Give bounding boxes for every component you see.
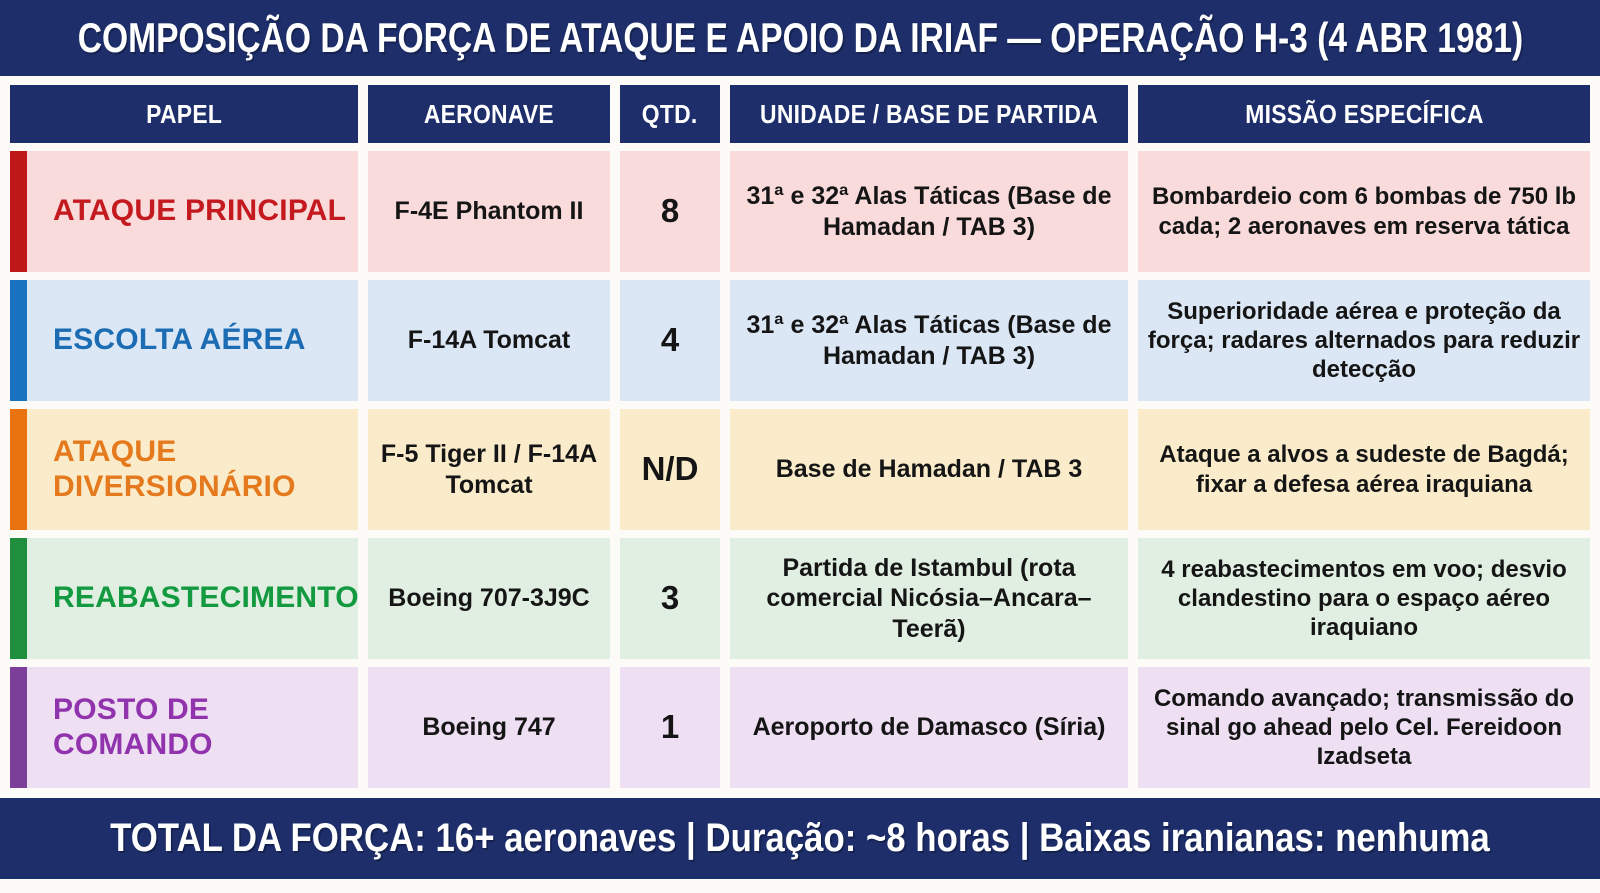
title-bar: COMPOSIÇÃO DA FORÇA DE ATAQUE E APOIO DA…: [0, 0, 1600, 76]
totals-bar: TOTAL DA FORÇA: 16+ aeronaves | Duração:…: [0, 798, 1600, 879]
row-escolta-aerea-qtd: 4: [620, 280, 720, 401]
page-title: COMPOSIÇÃO DA FORÇA DE ATAQUE E APOIO DA…: [77, 14, 1523, 61]
row-ataque-diversionario-unidade: Base de Hamadan / TAB 3: [730, 409, 1128, 530]
row-ataque-principal-missao: Bombardeio com 6 bombas de 750 lb cada; …: [1138, 151, 1590, 272]
row-reabastecimento-qtd: 3: [620, 538, 720, 659]
row-ataque-principal-aeronave: F-4E Phantom II: [368, 151, 610, 272]
column-header-qtd: QTD.: [620, 85, 720, 143]
row-posto-de-comando-papel: POSTO DE COMANDO: [10, 667, 358, 788]
row-reabastecimento-aeronave: Boeing 707-3J9C: [368, 538, 610, 659]
column-header-unidade: UNIDADE / BASE DE PARTIDA: [730, 85, 1128, 143]
row-reabastecimento-unidade: Partida de Istambul (rota comercial Nicó…: [730, 538, 1128, 659]
row-ataque-diversionario-papel: ATAQUE DIVERSIONÁRIO: [10, 409, 358, 530]
row-escolta-aerea-unidade: 31ª e 32ª Alas Táticas (Base de Hamadan …: [730, 280, 1128, 401]
row-reabastecimento-papel: REABASTECIMENTO: [10, 538, 359, 659]
column-header-missao: MISSÃO ESPECÍFICA: [1138, 85, 1590, 143]
row-ataque-principal-papel: ATAQUE PRINCIPAL: [10, 151, 358, 272]
column-header-aeronave: AERONAVE: [368, 85, 610, 143]
row-posto-de-comando-qtd: 1: [620, 667, 720, 788]
row-escolta-aerea-missao: Superioridade aérea e proteção da força;…: [1138, 280, 1590, 401]
row-escolta-aerea-aeronave: F-14A Tomcat: [368, 280, 610, 401]
row-reabastecimento-missao: 4 reabastecimentos em voo; desvio clande…: [1138, 538, 1590, 659]
row-escolta-aerea-papel: ESCOLTA AÉREA: [10, 280, 358, 401]
row-posto-de-comando-missao: Comando avançado; transmissão do sinal g…: [1138, 667, 1590, 788]
row-ataque-principal-unidade: 31ª e 32ª Alas Táticas (Base de Hamadan …: [730, 151, 1128, 272]
row-ataque-diversionario-qtd: N/D: [620, 409, 720, 530]
column-header-papel: PAPEL: [10, 85, 358, 143]
row-posto-de-comando-unidade: Aeroporto de Damasco (Síria): [730, 667, 1128, 788]
row-ataque-diversionario-missao: Ataque a alvos a sudeste de Bagdá; fixar…: [1138, 409, 1590, 530]
totals-text: TOTAL DA FORÇA: 16+ aeronaves | Duração:…: [110, 816, 1490, 860]
row-ataque-diversionario-aeronave: F-5 Tiger II / F-14A Tomcat: [368, 409, 610, 530]
row-posto-de-comando-aeronave: Boeing 747: [368, 667, 610, 788]
force-composition-table: PAPEL AERONAVE QTD. UNIDADE / BASE DE PA…: [10, 85, 1590, 788]
row-ataque-principal-qtd: 8: [620, 151, 720, 272]
